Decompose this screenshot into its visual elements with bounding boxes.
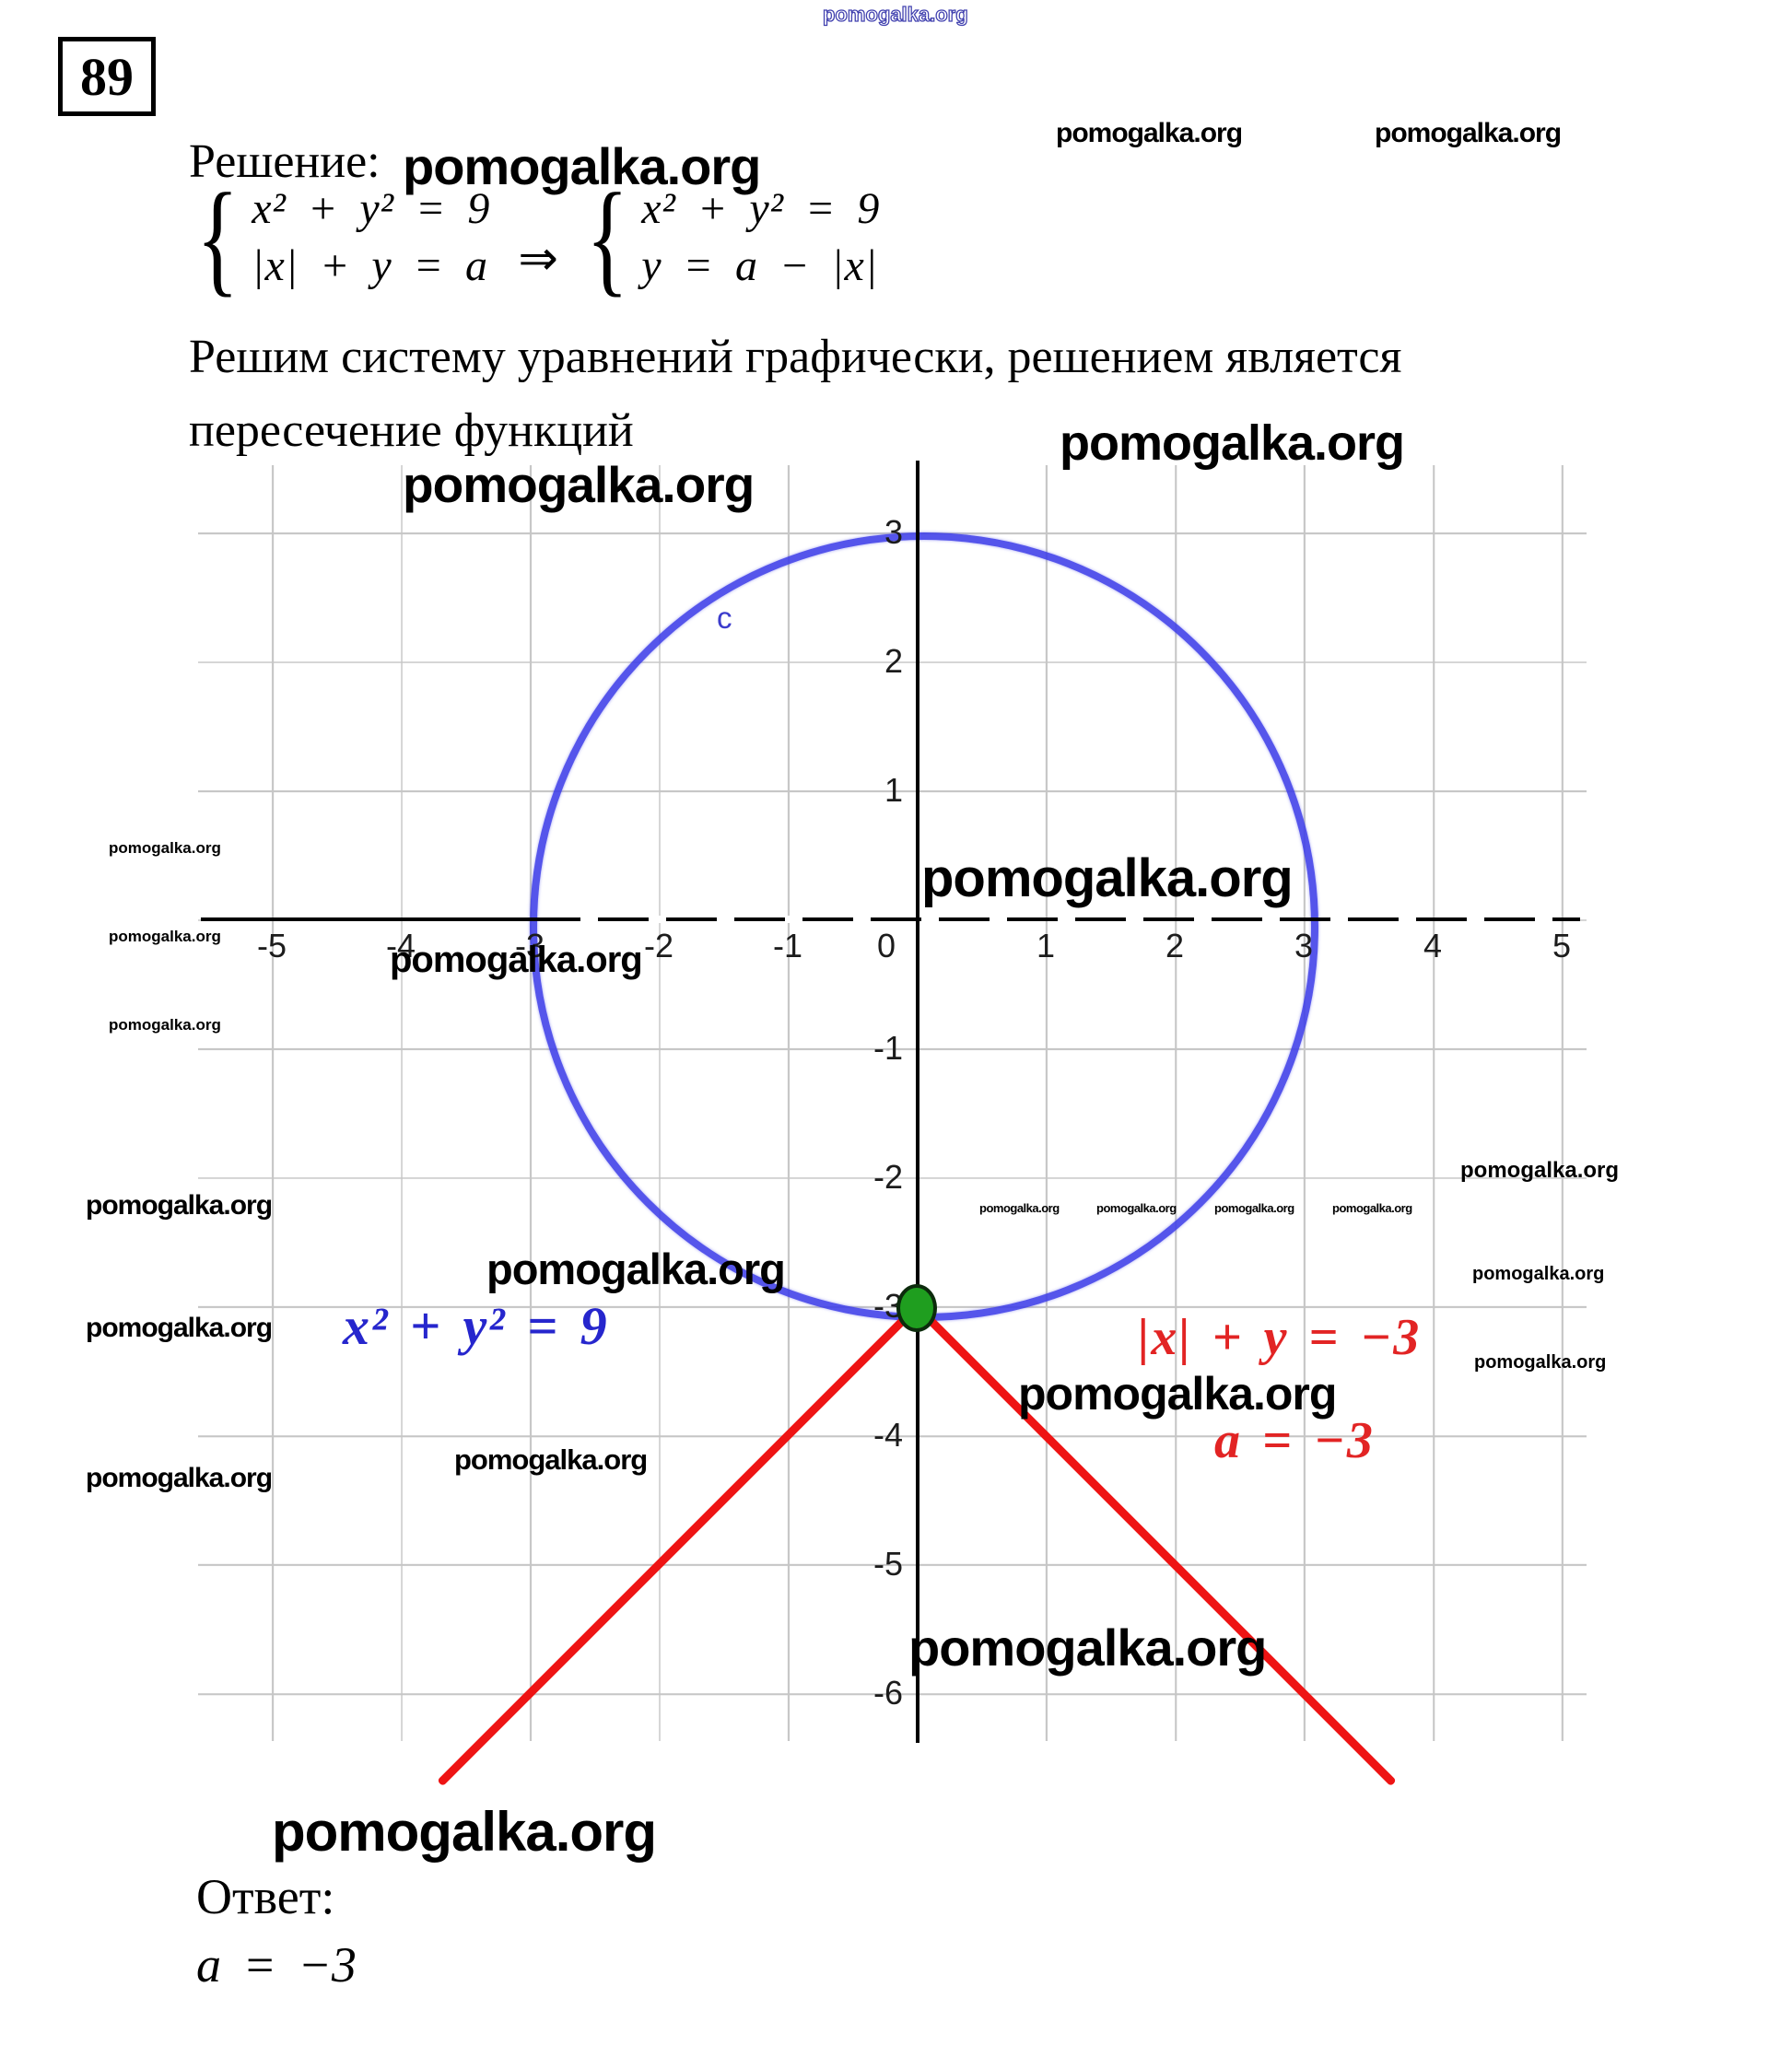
watermark: pomogalka.org [86,1190,273,1221]
x-tick: 2 [1165,927,1185,964]
x-tick: 1 [1036,927,1056,964]
watermark: pomogalka.org [1332,1201,1412,1215]
x-tick: -2 [643,927,674,964]
paragraph-line2: пересечение функций [189,404,634,457]
y-axis [916,461,919,1743]
watermark: pomogalka.org [1472,1264,1605,1284]
system-left-row2: |x| + y = a [252,241,489,290]
watermark: pomogalka.org [1060,415,1405,471]
system-right: { x² + y² = 9 y = a − |x| [577,167,881,309]
y-tick: 3 [884,513,903,551]
system-left-row1: x² + y² = 9 [252,184,491,233]
watermark: pomogalka.org [390,940,643,980]
watermark: pomogalka.org [86,1313,273,1343]
watermark: pomogalka.org [86,1463,273,1493]
curve-label-c: c [717,601,732,635]
watermark: pomogalka.org [403,456,755,513]
watermark: pomogalka.org [109,928,221,945]
intersection-point [896,1284,937,1332]
watermark: pomogalka.org [1018,1368,1337,1420]
watermark: pomogalka.org [272,1801,657,1863]
watermark: pomogalka.org [822,3,968,27]
x-tick: 5 [1552,927,1572,964]
y-tick: 1 [884,771,903,809]
watermark: pomogalka.org [979,1201,1060,1215]
implies-arrow: ⇒ [518,233,558,286]
watermark: pomogalka.org [109,1016,221,1034]
x-tick: 0 [876,927,896,964]
watermark: pomogalka.org [1460,1158,1620,1183]
system-right-row2: y = a − |x| [641,241,879,290]
problem-number: 89 [80,46,134,107]
x-tick: 3 [1294,927,1314,964]
watermark: pomogalka.org [1096,1201,1177,1215]
x-tick: 4 [1423,927,1443,964]
problem-number-box: 89 [58,37,156,116]
watermark: pomogalka.org [403,137,761,195]
y-tick: -4 [873,1416,903,1454]
watermark: pomogalka.org [109,839,221,857]
line-equation-label: |x| + y = −3 [1138,1309,1422,1366]
parameter-value-label: a = −3 [1214,1412,1375,1469]
system-right-row1: x² + y² = 9 [641,184,881,233]
y-tick: 2 [884,642,903,680]
watermark: pomogalka.org [921,848,1294,908]
solution-label: Решение: [189,135,381,188]
circle-equation-label: x² + y² = 9 [343,1296,609,1356]
answer-value: a = −3 [196,1937,357,1992]
watermark: pomogalka.org [908,1618,1267,1677]
left-brace: { [195,167,240,309]
answer-label: Ответ: [196,1869,335,1924]
y-tick: -1 [873,1029,903,1067]
x-tick: -4 [385,927,416,964]
system-left: { x² + y² = 9 |x| + y = a [187,167,491,309]
x-axis-erasure-dashes [530,916,1580,923]
watermark: pomogalka.org [1056,118,1243,148]
x-tick: -5 [256,927,287,964]
y-tick: -5 [873,1545,903,1583]
watermark: pomogalka.org [1474,1352,1607,1373]
x-tick: -1 [772,927,803,964]
watermark: pomogalka.org [1375,118,1562,148]
y-tick: -6 [873,1674,903,1712]
equation-transformation: { x² + y² = 9 |x| + y = a ⇒ { x² + y² = … [187,167,881,309]
watermark: pomogalka.org [454,1443,648,1476]
x-tick: -3 [514,927,545,964]
watermark: pomogalka.org [486,1245,786,1293]
paragraph-line1: Решим систему уравнений графически, реше… [189,331,1402,383]
y-tick: -2 [873,1158,903,1196]
watermark: pomogalka.org [1214,1201,1294,1215]
right-brace: { [585,167,629,309]
